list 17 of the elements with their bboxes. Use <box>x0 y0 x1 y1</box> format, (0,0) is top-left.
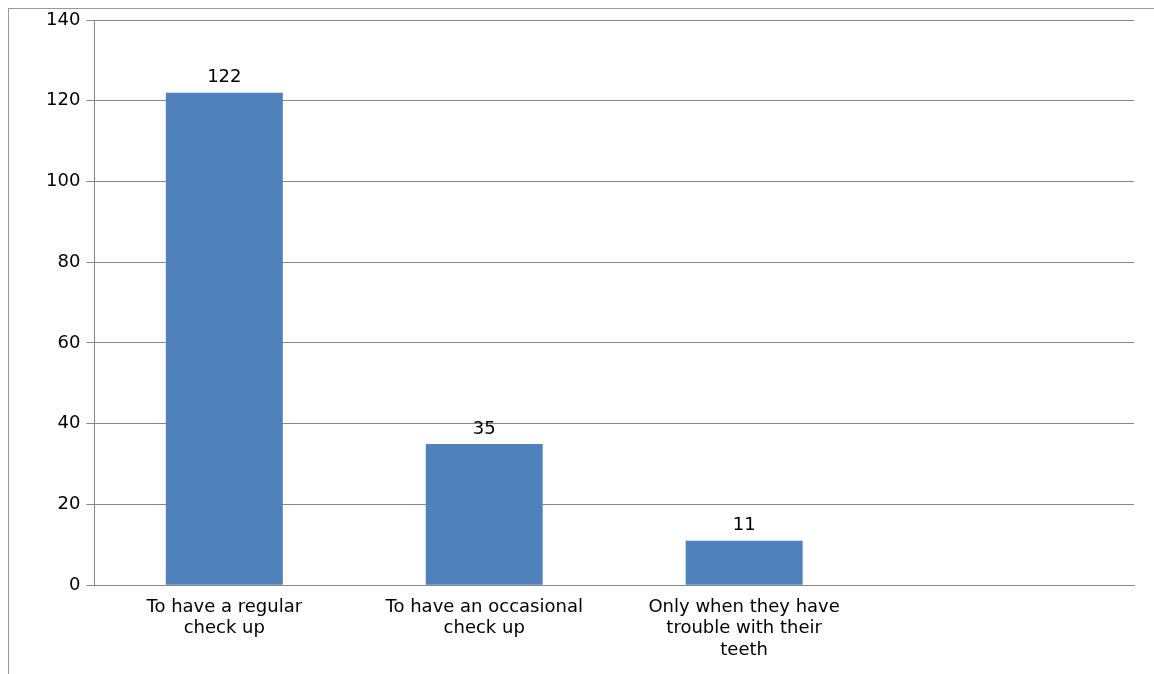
y-tick-label: 60 <box>57 330 81 352</box>
bar <box>685 540 803 585</box>
y-tick-label: 120 <box>46 88 81 110</box>
y-tick-label: 140 <box>46 7 81 29</box>
y-tick-label: 80 <box>57 249 81 271</box>
data-label: 11 <box>732 513 756 535</box>
y-tick-label: 20 <box>57 492 81 514</box>
data-label: 122 <box>207 65 242 87</box>
bar <box>165 92 283 585</box>
x-tick-label: To have an occasional check up <box>384 594 583 638</box>
data-label: 35 <box>472 416 496 438</box>
x-tick-label: Only when they have trouble with their teeth <box>648 594 840 659</box>
y-tick-label: 40 <box>57 411 81 433</box>
y-tick-label: 0 <box>68 572 81 594</box>
bar <box>425 443 543 585</box>
x-tick-label: To have a regular check up <box>145 594 303 638</box>
y-tick-label: 100 <box>46 169 81 191</box>
